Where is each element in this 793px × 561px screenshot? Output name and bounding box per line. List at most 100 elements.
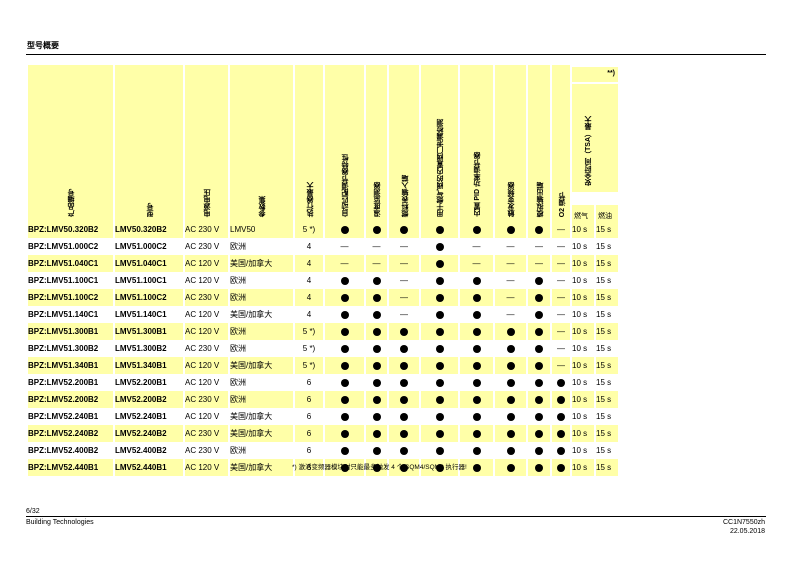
- feature-dot-icon: [506, 225, 515, 234]
- feature-dot-icon: [472, 327, 481, 336]
- gas-time-cell: 10 s: [572, 306, 594, 323]
- fuel-meter-cell: [389, 323, 419, 340]
- valve-proving-cell: [421, 323, 458, 340]
- table-body: BPZ:LMV50.320B2 LMV50.320B2 AC 230 V LMV50 5…: [28, 221, 618, 476]
- param-set-cell: 欧洲: [230, 442, 293, 459]
- gas-time-cell: 10 s: [572, 374, 594, 391]
- auto-air-fuel-cell: [325, 459, 364, 476]
- analog-output-cell: [528, 357, 550, 374]
- feature-dot-icon: [340, 446, 349, 455]
- table-row: BPZ:LMV52.440B1 LMV52.440B1 AC 120 V 美国/加拿大…: [28, 459, 618, 476]
- table-row: BPZ:LMV52.240B1 LMV52.240B1 AC 120 V 美国/加拿大…: [28, 408, 618, 425]
- o2-trim-cell: —: [552, 255, 570, 272]
- feature-dash: —: [535, 242, 543, 251]
- o2-trim-cell: [552, 442, 570, 459]
- analog-output-cell: [528, 289, 550, 306]
- analog-output-cell: [528, 272, 550, 289]
- pid-cell: —: [460, 238, 493, 255]
- feature-dash: —: [506, 310, 515, 319]
- feature-dot-icon: [506, 446, 515, 455]
- product-number-cell: BPZ:LMV52.200B2: [28, 391, 113, 408]
- o2-trim-cell: —: [552, 221, 570, 238]
- feature-dot-icon: [472, 378, 481, 387]
- pid-cell: [460, 391, 493, 408]
- voltage-cell: AC 230 V: [185, 391, 228, 408]
- document-id: CC1N7550zh: [722, 519, 765, 526]
- gas-time-cell: 10 s: [572, 255, 594, 272]
- product-number-cell: BPZ:LMV51.340B1: [28, 357, 113, 374]
- feature-dot-icon: [372, 412, 381, 421]
- auto-air-fuel-cell: [325, 272, 364, 289]
- auto-air-fuel-cell: [325, 374, 364, 391]
- feature-dot-icon: [535, 463, 543, 472]
- param-set-cell: 欧洲: [230, 289, 293, 306]
- table-row: BPZ:LMV52.240B2 LMV52.240B2 AC 230 V 美国/加拿大…: [28, 425, 618, 442]
- auto-air-fuel-cell: [325, 340, 364, 357]
- feature-dash: —: [557, 361, 565, 370]
- vsd-cell: [495, 374, 526, 391]
- o2-trim-cell: —: [552, 306, 570, 323]
- vsd-cell: [495, 459, 526, 476]
- type-cell: LMV51.100C1: [115, 272, 183, 289]
- temp-monitoring-cell: [366, 425, 387, 442]
- feature-dot-icon: [472, 344, 481, 353]
- fuel-meter-cell: [389, 391, 419, 408]
- feature-dot-icon: [372, 395, 381, 404]
- voltage-cell: AC 120 V: [185, 408, 228, 425]
- fuel-meter-cell: —: [389, 238, 419, 255]
- gas-time-cell: 10 s: [572, 323, 594, 340]
- o2-trim-cell: [552, 391, 570, 408]
- oil-time-cell: 15 s: [596, 340, 618, 357]
- voltage-cell: AC 120 V: [185, 374, 228, 391]
- feature-dot-icon: [372, 225, 381, 234]
- col-header-auto-air-fuel: 自动匹配调节器特性: [325, 65, 364, 221]
- feature-dash: —: [472, 259, 481, 268]
- analog-output-cell: [528, 459, 550, 476]
- vsd-cell: —: [495, 238, 526, 255]
- feature-dot-icon: [506, 395, 515, 404]
- type-cell: LMV52.200B2: [115, 391, 183, 408]
- feature-dot-icon: [435, 276, 444, 285]
- pid-cell: [460, 357, 493, 374]
- voltage-cell: AC 230 V: [185, 442, 228, 459]
- param-set-cell: 美国/加拿大: [230, 459, 293, 476]
- type-cell: LMV51.340B1: [115, 357, 183, 374]
- valve-proving-cell: [421, 357, 458, 374]
- feature-dot-icon: [400, 429, 408, 438]
- feature-dash: —: [557, 293, 565, 302]
- oil-time-cell: 15 s: [596, 306, 618, 323]
- feature-dot-icon: [557, 378, 565, 387]
- analog-output-cell: [528, 408, 550, 425]
- feature-dot-icon: [435, 242, 444, 251]
- company-name: Building Technologies: [26, 519, 94, 526]
- fuel-meter-cell: [389, 425, 419, 442]
- vsd-cell: [495, 323, 526, 340]
- footnote-mark-cell: **): [572, 67, 618, 82]
- feature-dot-icon: [340, 310, 349, 319]
- o2-trim-cell: —: [552, 289, 570, 306]
- table-row: BPZ:LMV50.320B2 LMV50.320B2 AC 230 V LMV50 5…: [28, 221, 618, 238]
- feature-dot-icon: [400, 344, 408, 353]
- param-set-cell: 美国/加拿大: [230, 357, 293, 374]
- vsd-cell: [495, 391, 526, 408]
- feature-dot-icon: [535, 293, 543, 302]
- vsd-cell: —: [495, 289, 526, 306]
- gas-time-cell: 10 s: [572, 289, 594, 306]
- table-row: BPZ:LMV51.340B1 LMV51.340B1 AC 120 V 美国/加拿大…: [28, 357, 618, 374]
- voltage-cell: AC 230 V: [185, 425, 228, 442]
- feature-dot-icon: [372, 378, 381, 387]
- feature-dot-icon: [506, 463, 515, 472]
- gas-time-cell: 10 s: [572, 221, 594, 238]
- actuators-cell: 6: [295, 374, 323, 391]
- valve-proving-cell: [421, 374, 458, 391]
- valve-proving-cell: [421, 221, 458, 238]
- feature-dot-icon: [400, 395, 408, 404]
- feature-dash: —: [557, 344, 565, 353]
- page-number: 6/32: [26, 508, 40, 515]
- oil-time-cell: 15 s: [596, 221, 618, 238]
- feature-dash: —: [557, 327, 565, 336]
- type-cell: LMV51.040C1: [115, 255, 183, 272]
- fuel-meter-cell: [389, 459, 419, 476]
- col-header-mains-voltage: 电源电压: [185, 65, 228, 221]
- oil-time-cell: 15 s: [596, 459, 618, 476]
